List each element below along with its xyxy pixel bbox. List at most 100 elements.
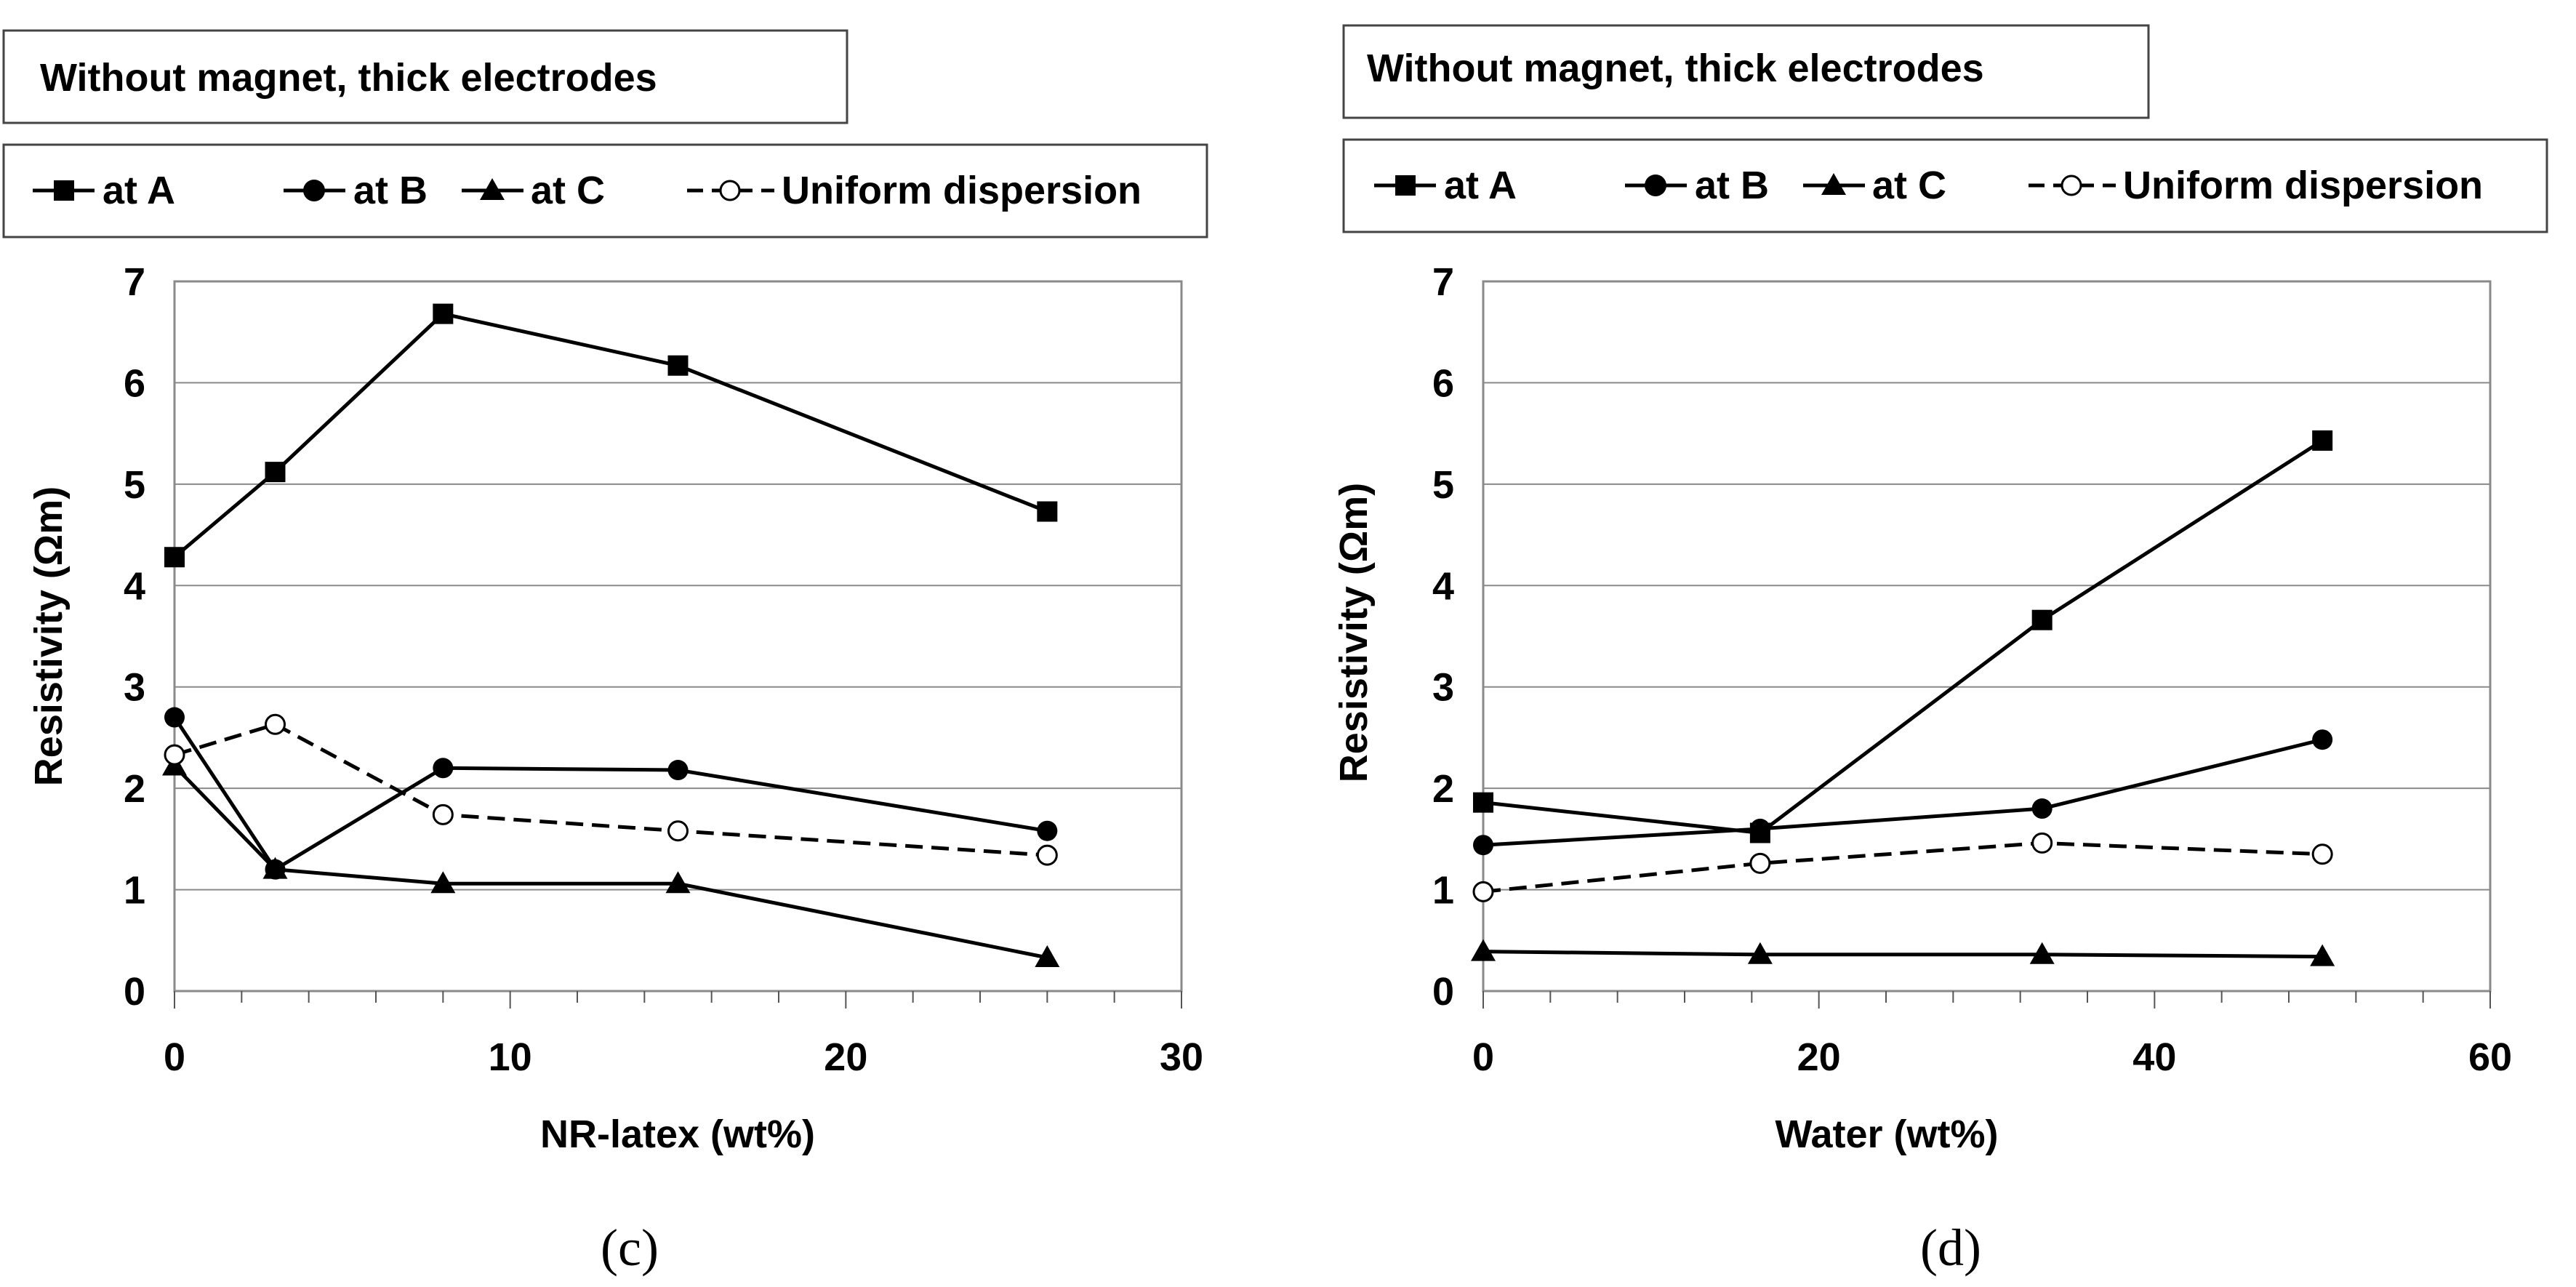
panel-label: (d) bbox=[1920, 1219, 1981, 1277]
gridlines bbox=[1483, 281, 2490, 891]
data-point-uniform-dispersion bbox=[265, 713, 286, 735]
y-axis-label: Resistivity (Ωm) bbox=[1332, 483, 1376, 782]
data-point-at-c bbox=[262, 857, 288, 879]
data-point-at-b bbox=[433, 758, 454, 779]
data-point-at-b bbox=[1473, 835, 1493, 856]
data-point-uniform-dispersion bbox=[2031, 832, 2053, 854]
series-line-at-a bbox=[173, 312, 1048, 559]
x-tick-label: 0 bbox=[1472, 1035, 1494, 1079]
legend: at A at B at C Uniform dispersion bbox=[1374, 164, 2483, 207]
data-point-at-c bbox=[1471, 939, 1496, 961]
data-point-at-a bbox=[1037, 501, 1058, 522]
data-point-at-b bbox=[1037, 820, 1058, 841]
y-tick-label: 7 bbox=[1432, 260, 1454, 304]
x-ticks bbox=[1482, 991, 2491, 1009]
legend: at A at B at C Uniform dispersion bbox=[33, 169, 1141, 212]
x-axis-label: Water (wt%) bbox=[1775, 1112, 1999, 1156]
data-point-at-a bbox=[1473, 792, 1493, 813]
y-tick-label: 1 bbox=[124, 869, 145, 913]
y-tick-label: 6 bbox=[124, 361, 145, 405]
y-tick-label: 6 bbox=[1432, 361, 1454, 405]
y-tick-label: 3 bbox=[1432, 666, 1454, 710]
legend-label: at C bbox=[531, 169, 605, 212]
legend-label: at B bbox=[353, 169, 428, 212]
legend-item-at-c: at C bbox=[1803, 164, 1946, 207]
y-tick-label: 2 bbox=[1432, 767, 1454, 811]
series-line-at-b bbox=[1482, 737, 2323, 847]
panel-label: (c) bbox=[601, 1219, 659, 1277]
data-point-at-a bbox=[433, 303, 454, 324]
data-point-at-c bbox=[430, 871, 456, 894]
legend-box bbox=[1342, 138, 2548, 233]
x-ticks bbox=[174, 991, 1182, 1009]
x-tick-labels: 0 10 20 30 bbox=[164, 1035, 1203, 1079]
y-tick-label: 4 bbox=[124, 564, 145, 608]
data-point-uniform-dispersion bbox=[1472, 881, 1494, 902]
x-axis-label: NR-latex (wt%) bbox=[540, 1112, 815, 1156]
title-box bbox=[1342, 24, 2150, 119]
data-point-at-a bbox=[164, 547, 185, 568]
legend-label: at A bbox=[1444, 164, 1517, 207]
title-box bbox=[2, 29, 848, 124]
y-tick-label: 4 bbox=[1432, 564, 1454, 608]
legend-item-at-a: at A bbox=[33, 169, 175, 212]
x-tick-labels: 0 20 40 60 bbox=[1472, 1035, 2512, 1079]
series-layer bbox=[1471, 430, 2335, 966]
data-point-at-c bbox=[2029, 942, 2055, 964]
chart-panel-d: Without magnet, thick electrodes at A at… bbox=[1332, 24, 2548, 1277]
data-point-at-a bbox=[2312, 430, 2333, 451]
y-tick-labels: 0 1 2 3 4 5 6 7 bbox=[1432, 260, 1454, 1014]
legend-item-at-a: at A bbox=[1374, 164, 1517, 207]
data-point-uniform-dispersion bbox=[1036, 844, 1058, 866]
y-tick-label: 7 bbox=[124, 260, 145, 304]
series-line-at-c bbox=[173, 764, 1048, 960]
y-tick-label: 5 bbox=[124, 463, 145, 507]
data-point-at-c bbox=[665, 871, 691, 894]
data-point-at-c bbox=[2310, 944, 2335, 966]
gridlines bbox=[174, 281, 1181, 891]
data-point-uniform-dispersion bbox=[1749, 852, 1771, 874]
data-point-at-b bbox=[164, 707, 185, 728]
data-point-at-b bbox=[2031, 798, 2053, 819]
legend-item-at-c: at C bbox=[462, 169, 605, 212]
data-point-uniform-dispersion bbox=[432, 803, 454, 825]
legend-item-uniform-dispersion: Uniform dispersion bbox=[2029, 164, 2483, 207]
y-tick-label: 3 bbox=[124, 666, 145, 710]
legend-item-at-b: at B bbox=[284, 169, 428, 212]
y-tick-labels: 0 1 2 3 4 5 6 7 bbox=[124, 260, 145, 1014]
series-line-uniform-dispersion bbox=[1482, 841, 2323, 894]
x-tick-label: 20 bbox=[1797, 1035, 1841, 1079]
data-point-at-a bbox=[2031, 609, 2053, 630]
x-tick-label: 60 bbox=[2468, 1035, 2512, 1079]
y-tick-label: 2 bbox=[124, 767, 145, 811]
legend-label: at A bbox=[103, 169, 175, 212]
data-point-at-b bbox=[667, 760, 689, 781]
data-point-at-b bbox=[1749, 818, 1770, 839]
plot-area: 0 1 2 3 4 5 6 7 0 20 40 60 bbox=[1432, 260, 2512, 1079]
x-tick-label: 30 bbox=[1160, 1035, 1203, 1079]
plot-frame bbox=[1482, 280, 2492, 993]
legend-item-uniform-dispersion: Uniform dispersion bbox=[687, 169, 1141, 212]
data-point-uniform-dispersion bbox=[667, 820, 689, 842]
data-point-at-b bbox=[2312, 729, 2333, 750]
y-tick-label: 0 bbox=[124, 970, 145, 1014]
series-layer bbox=[162, 303, 1060, 967]
data-point-at-a bbox=[265, 462, 286, 483]
chart-panel-c: Without magnet, thick electrodes at A at… bbox=[2, 29, 1208, 1277]
x-tick-label: 20 bbox=[824, 1035, 867, 1079]
legend-label: at B bbox=[1695, 164, 1769, 207]
y-axis-label: Resistivity (Ωm) bbox=[27, 486, 71, 786]
data-point-at-a bbox=[667, 355, 689, 376]
plot-area: 0 1 2 3 4 5 6 7 0 10 20 30 bbox=[124, 260, 1203, 1079]
legend-box bbox=[2, 143, 1208, 238]
data-point-at-c bbox=[1747, 942, 1773, 964]
x-tick-label: 10 bbox=[489, 1035, 532, 1079]
y-tick-label: 1 bbox=[1432, 869, 1454, 913]
legend-label: Uniform dispersion bbox=[2123, 164, 2483, 207]
series-line-at-a bbox=[1482, 438, 2324, 835]
y-tick-label: 5 bbox=[1432, 463, 1454, 507]
y-tick-label: 0 bbox=[1432, 970, 1454, 1014]
series-line-uniform-dispersion bbox=[174, 722, 1048, 857]
chart-title: Without magnet, thick electrodes bbox=[1367, 47, 1984, 90]
